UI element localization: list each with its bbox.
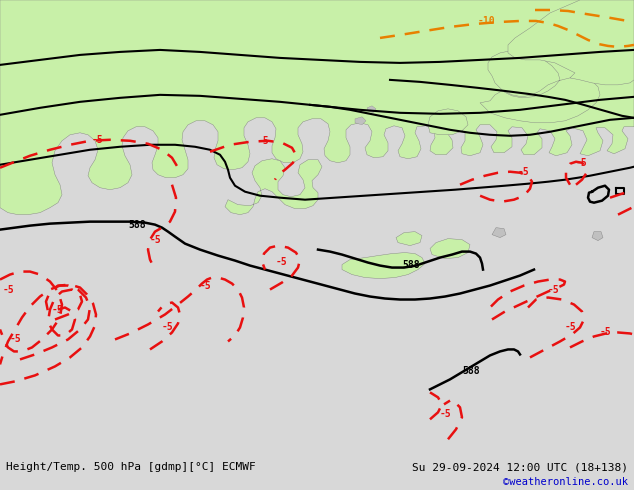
Text: -5: -5 <box>92 135 104 145</box>
Text: -5: -5 <box>276 257 288 267</box>
Text: -10: -10 <box>478 16 496 26</box>
Polygon shape <box>355 117 366 125</box>
Text: 588: 588 <box>462 367 480 376</box>
Text: -5: -5 <box>518 167 530 177</box>
Text: -5: -5 <box>162 322 174 333</box>
Text: Height/Temp. 500 hPa [gdmp][°C] ECMWF: Height/Temp. 500 hPa [gdmp][°C] ECMWF <box>6 463 256 472</box>
Polygon shape <box>508 0 634 85</box>
Text: -5: -5 <box>3 285 15 294</box>
Text: -5: -5 <box>440 409 452 419</box>
Text: -5: -5 <box>565 322 577 333</box>
Polygon shape <box>0 0 634 215</box>
Text: -5: -5 <box>258 136 269 146</box>
Polygon shape <box>367 106 376 113</box>
Text: -5: -5 <box>200 281 212 291</box>
Text: -5: -5 <box>576 158 588 168</box>
Text: -5: -5 <box>52 304 64 315</box>
Text: 588: 588 <box>128 220 146 230</box>
Polygon shape <box>342 252 425 278</box>
Polygon shape <box>428 109 468 135</box>
Text: -5: -5 <box>10 335 22 344</box>
Polygon shape <box>430 239 470 259</box>
Polygon shape <box>480 51 600 123</box>
Text: ©weatheronline.co.uk: ©weatheronline.co.uk <box>503 477 628 487</box>
Polygon shape <box>225 159 322 215</box>
Polygon shape <box>396 232 422 245</box>
Text: 588: 588 <box>402 260 420 270</box>
Text: -5: -5 <box>150 235 162 245</box>
Text: -5: -5 <box>600 327 612 338</box>
Polygon shape <box>492 228 506 238</box>
Polygon shape <box>592 232 603 241</box>
Text: -5: -5 <box>548 285 560 294</box>
Text: Su 29-09-2024 12:00 UTC (18+138): Su 29-09-2024 12:00 UTC (18+138) <box>411 463 628 472</box>
